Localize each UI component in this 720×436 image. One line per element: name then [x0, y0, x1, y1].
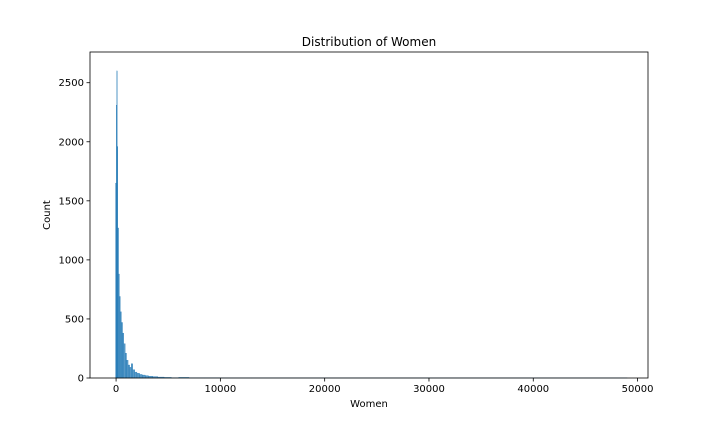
histogram-bar — [127, 360, 129, 378]
x-axis-label: Women — [350, 399, 388, 410]
histogram-bar — [128, 365, 130, 378]
y-tick-label: 1500 — [59, 196, 84, 207]
y-tick-label: 2000 — [59, 137, 84, 148]
histogram-bar — [123, 333, 124, 378]
x-tick-label: 50000 — [622, 384, 654, 395]
histogram-bar — [121, 322, 122, 378]
y-axis-label: Count — [42, 200, 53, 230]
histogram-bar — [124, 344, 125, 378]
histogram-bar — [125, 353, 126, 378]
histogram-bar — [135, 372, 137, 378]
y-tick-label: 1000 — [59, 255, 84, 266]
y-tick-label: 0 — [78, 374, 84, 385]
histogram-bar — [133, 370, 135, 378]
x-tick-label: 40000 — [517, 384, 549, 395]
histogram-bar — [120, 312, 121, 378]
x-tick-label: 0 — [113, 384, 119, 395]
x-tick-label: 10000 — [204, 384, 236, 395]
histogram-bar — [130, 367, 132, 378]
histogram-bar — [140, 374, 143, 378]
y-tick-label: 2500 — [59, 78, 84, 89]
chart-title: Distribution of Women — [302, 35, 436, 49]
histogram-bar — [131, 364, 133, 378]
x-tick-label: 20000 — [309, 384, 341, 395]
y-tick-label: 500 — [65, 314, 84, 325]
histogram-bar — [142, 375, 145, 378]
x-tick-label: 30000 — [413, 384, 445, 395]
histogram-bar — [137, 373, 140, 378]
